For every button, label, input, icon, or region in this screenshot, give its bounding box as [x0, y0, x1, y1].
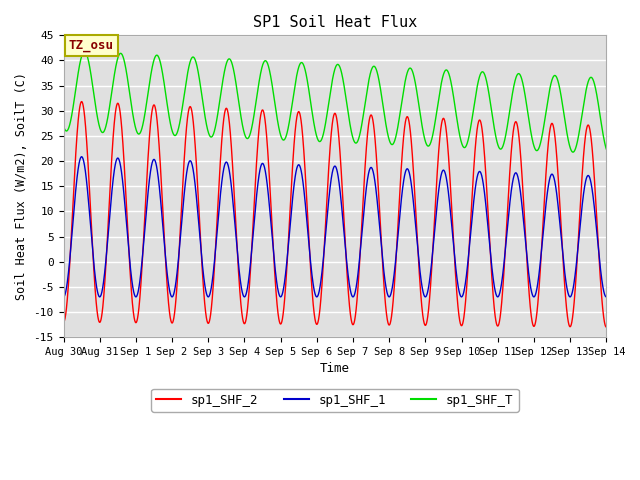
- sp1_SHF_T: [569, 149, 577, 155]
- sp1_SHF_2: [465, 254, 472, 260]
- sp1_SHF_T: [158, 69, 166, 74]
- sp1_SHF_1: [506, 200, 514, 206]
- sp1_SHF_T: [465, 135, 472, 141]
- Line: sp1_SHF_2: sp1_SHF_2: [63, 102, 606, 327]
- Text: TZ_osu: TZ_osu: [69, 39, 114, 52]
- sp1_SHF_2: [158, 196, 166, 202]
- sp1_SHF_T: [413, 87, 420, 93]
- sp1_SHF_2: [60, 319, 67, 325]
- sp1_SHF_2: [413, 224, 420, 229]
- Y-axis label: Soil Heat Flux (W/m2), SoilT (C): Soil Heat Flux (W/m2), SoilT (C): [15, 72, 28, 300]
- sp1_SHF_1: [267, 221, 275, 227]
- sp1_SHF_T: [267, 75, 275, 81]
- sp1_SHF_1: [602, 294, 610, 300]
- Title: SP1 Soil Heat Flux: SP1 Soil Heat Flux: [253, 15, 417, 30]
- X-axis label: Time: Time: [320, 362, 350, 375]
- sp1_SHF_1: [465, 252, 472, 258]
- sp1_SHF_1: [385, 294, 393, 300]
- sp1_SHF_1: [60, 294, 67, 300]
- sp1_SHF_T: [506, 107, 514, 113]
- sp1_SHF_1: [77, 154, 85, 159]
- sp1_SHF_2: [385, 322, 393, 328]
- Line: sp1_SHF_1: sp1_SHF_1: [63, 156, 606, 297]
- sp1_SHF_T: [385, 137, 393, 143]
- sp1_SHF_2: [602, 324, 610, 330]
- Legend: sp1_SHF_2, sp1_SHF_1, sp1_SHF_T: sp1_SHF_2, sp1_SHF_1, sp1_SHF_T: [151, 389, 518, 412]
- sp1_SHF_1: [158, 216, 166, 222]
- sp1_SHF_T: [60, 123, 67, 129]
- sp1_SHF_2: [267, 204, 275, 209]
- sp1_SHF_1: [413, 233, 420, 239]
- sp1_SHF_2: [78, 99, 86, 105]
- sp1_SHF_T: [81, 48, 88, 54]
- sp1_SHF_T: [602, 146, 610, 152]
- sp1_SHF_2: [506, 168, 514, 174]
- Line: sp1_SHF_T: sp1_SHF_T: [63, 51, 606, 152]
